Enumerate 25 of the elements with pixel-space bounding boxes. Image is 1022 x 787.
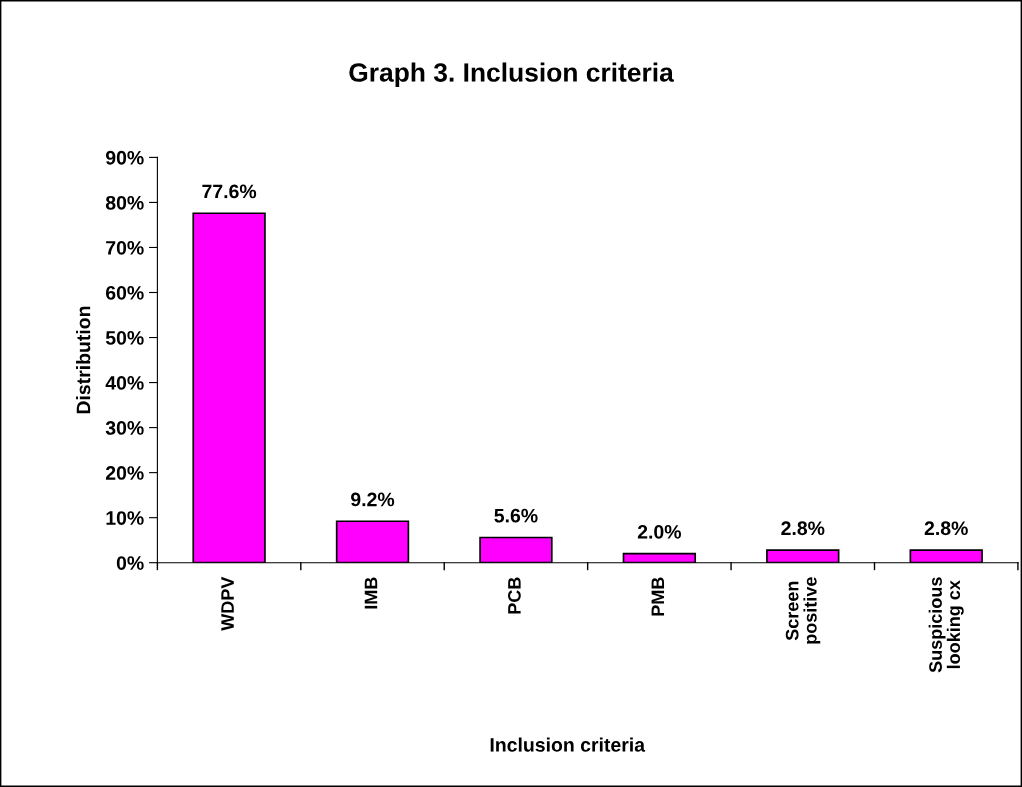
- x-axis-title: Inclusion criteria: [490, 737, 646, 752]
- data-label: 2.8%: [781, 521, 825, 536]
- y-tick-label: 20%: [105, 466, 144, 480]
- y-tick-label: 0%: [116, 556, 144, 570]
- y-tick-label: 80%: [105, 195, 144, 210]
- x-tick-label: WDPV: [221, 576, 234, 631]
- y-axis-title: Distribution: [76, 306, 91, 414]
- data-label: 2.0%: [637, 524, 682, 539]
- x-tick-label: PMB: [651, 577, 665, 616]
- data-label: 5.6%: [494, 508, 538, 523]
- data-label: 9.2%: [351, 492, 395, 507]
- x-tick-label: IMB: [364, 577, 378, 609]
- data-label: 2.8%: [924, 521, 968, 536]
- y-tick-label: 30%: [105, 421, 144, 435]
- y-tick-label: 70%: [106, 240, 144, 255]
- x-tick-label: Suspicious looking cx: [928, 577, 964, 673]
- y-tick-label: 40%: [105, 376, 144, 390]
- y-tick-label: 10%: [106, 511, 144, 525]
- x-tick-label: Screen positive: [785, 577, 821, 644]
- x-tick-label: PCB: [508, 577, 521, 614]
- y-tick-label: 90%: [105, 150, 144, 165]
- y-tick-label: 50%: [105, 331, 144, 345]
- y-tick-label: 60%: [105, 285, 144, 300]
- chart-title: Graph 3. Inclusion criteria: [349, 62, 674, 88]
- data-label: 77.6%: [202, 184, 257, 199]
